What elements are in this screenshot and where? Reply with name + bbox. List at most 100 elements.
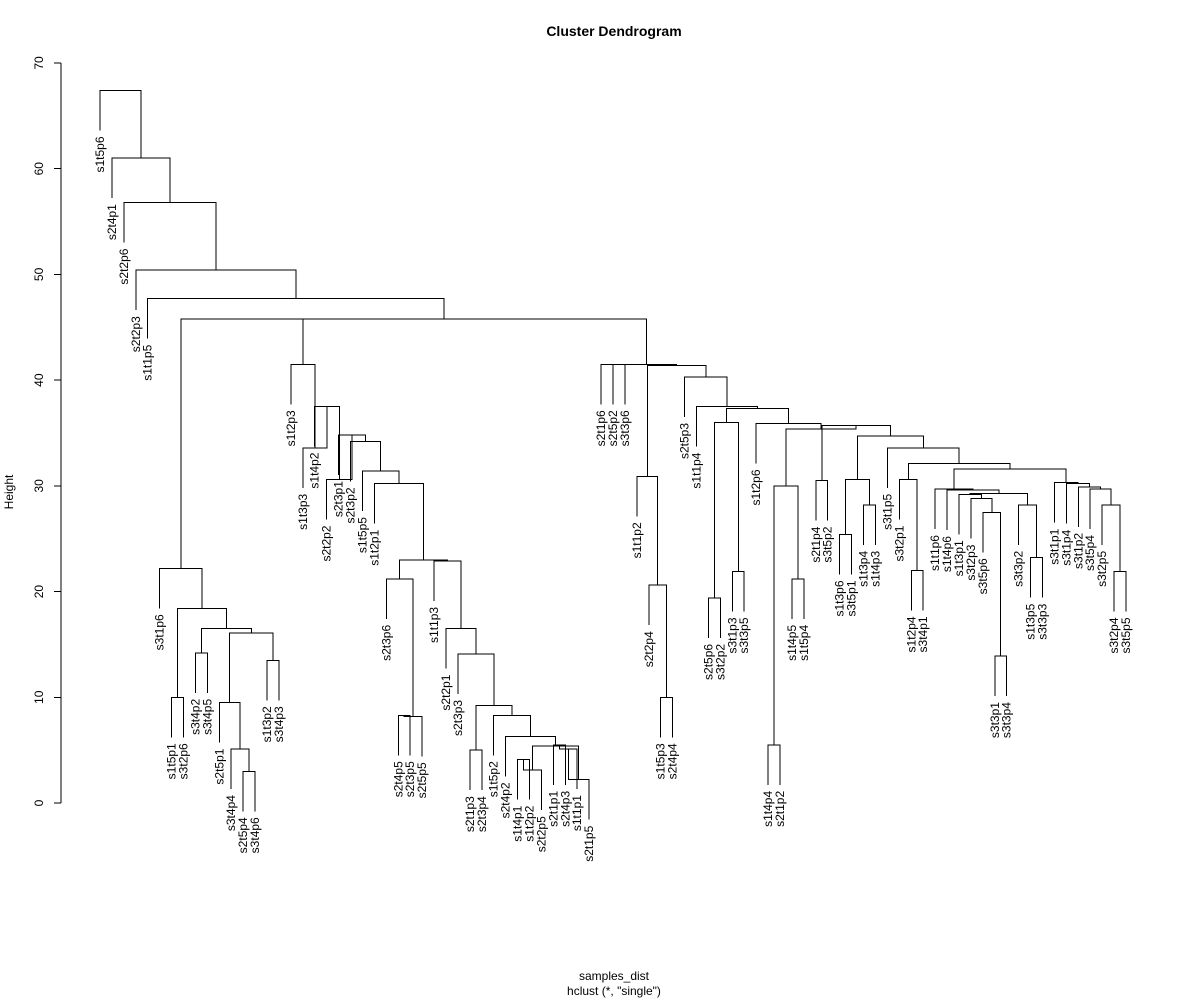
dendrogram-link <box>99 89 142 159</box>
dendrogram-link <box>821 425 891 481</box>
leaf-label: s1t1p1 <box>570 795 584 831</box>
leaf-label: s3t2p4 <box>1107 617 1121 653</box>
leaf-label: s3t1p2 <box>1071 533 1085 569</box>
leaf-label: s1t3p3 <box>296 493 310 529</box>
y-axis: 0 10 20 30 40 50 60 70 <box>32 56 62 806</box>
dendrogram-link <box>646 364 707 477</box>
leaf-label: s2t2p4 <box>642 631 656 667</box>
leaf-label: s3t5p1 <box>845 580 859 616</box>
dendrogram-link <box>785 425 857 486</box>
dendrogram-link <box>731 570 745 612</box>
leaf-label: s1t2p3 <box>284 410 298 446</box>
dendrogram-link <box>958 493 982 535</box>
leaf-label: s1t3p4 <box>857 551 871 587</box>
y-tick-label: 20 <box>32 585 46 599</box>
dendrogram-link <box>815 480 829 521</box>
leaf-label: s3t4p1 <box>916 616 930 652</box>
dendrogram-link <box>159 567 203 609</box>
leaf-label: s2t2p2 <box>320 525 334 561</box>
leaf-label: s2t4p1 <box>105 204 119 240</box>
leaf-label: s2t3p4 <box>475 796 489 832</box>
leaf-label: s2t1p5 <box>582 825 596 861</box>
leaf-label: s1t2p4 <box>904 616 918 652</box>
dendrogram-link <box>338 434 367 476</box>
leaf-label: s1t4p2 <box>308 452 322 488</box>
leaf-label: s3t1p1 <box>1047 528 1061 564</box>
dendrogram-link <box>946 489 1000 531</box>
dendrogram-link <box>684 376 728 417</box>
dendrogram-link <box>696 406 758 447</box>
dendrogram-link <box>886 447 960 488</box>
leaf-label: s3t3p3 <box>1035 603 1049 639</box>
leaf-label: s1t3p1 <box>952 540 966 576</box>
leaf-label: s3t1p5 <box>880 493 894 529</box>
leaf-label: s1t5p2 <box>487 761 501 797</box>
leaf-label: s3t3p1 <box>988 702 1002 738</box>
dendrogram-link <box>713 421 739 598</box>
y-tick-label: 0 <box>32 799 46 806</box>
y-tick-label: 70 <box>32 56 46 70</box>
leaf-label: s2t5p3 <box>678 423 692 459</box>
leaf-label: s3t4p2 <box>188 699 202 735</box>
dendrogram-link <box>242 770 256 812</box>
leaf-label: s1t4p5 <box>785 625 799 661</box>
leaf-label: s2t3p3 <box>451 700 465 736</box>
dendrogram-link <box>600 363 614 405</box>
leaf-label: s1t2p6 <box>749 469 763 505</box>
leaf-label: s3t2p1 <box>892 525 906 561</box>
dendrogram-link <box>266 659 280 701</box>
dendrogram-link <box>200 628 252 653</box>
leaf-label: s1t5p6 <box>93 136 107 172</box>
leaf-label: s1t5p5 <box>355 517 369 553</box>
dendrogram-link <box>994 655 1008 697</box>
dendrogram-link <box>857 435 924 480</box>
dendrogram-link <box>970 498 993 539</box>
dendrogram-link <box>403 715 423 757</box>
leaf-label: s1t2p2 <box>522 805 536 841</box>
leaf-label: s3t3p5 <box>737 617 751 653</box>
dendrogram-link <box>1065 483 1090 524</box>
dendrogram-link <box>218 702 241 750</box>
chart-title: Cluster Dendrogram <box>546 23 681 39</box>
dendrogram-link <box>607 363 626 405</box>
leaf-label: s3t4p5 <box>200 699 214 735</box>
leaf-label: s2t4p4 <box>666 743 680 779</box>
leaf-label: s1t3p2 <box>260 706 274 742</box>
leaf-label: s2t5p1 <box>212 748 226 784</box>
dendrogram-link <box>845 479 870 535</box>
dendrogram-link <box>934 488 974 530</box>
leaf-label: s2t1p2 <box>773 791 787 827</box>
leaf-label: s2t5p5 <box>415 762 429 798</box>
leaf-label: s3t3p6 <box>618 410 632 446</box>
leaf-label: s2t2p1 <box>439 674 453 710</box>
leaf-label: s1t1p6 <box>928 535 942 571</box>
leaf-label: s1t5p4 <box>797 625 811 661</box>
leaf-label: s2t1p3 <box>463 796 477 832</box>
dendrogram-link <box>361 470 400 512</box>
dendrogram-link <box>767 744 781 785</box>
dendrogram-link <box>493 714 532 756</box>
x-axis-label: samples_dist <box>579 969 650 983</box>
dendrogram-link <box>791 578 805 619</box>
leaf-label: s2t5p6 <box>701 644 715 680</box>
leaf-label: s1t4p1 <box>511 805 525 841</box>
dendrogram-link <box>194 652 208 693</box>
dendrogram-link <box>552 744 566 785</box>
dendrogram-tree <box>99 89 1127 820</box>
leaf-label: s3t5p2 <box>821 526 835 562</box>
leaf-label: s3t2p6 <box>177 743 191 779</box>
dendrogram-link <box>660 696 674 738</box>
dendrogram-link <box>241 318 647 365</box>
dendrogram-link <box>397 714 411 756</box>
y-axis-label: Height <box>2 474 16 509</box>
leaf-label: s3t1p4 <box>1059 529 1073 565</box>
dendrogram-link <box>531 745 580 780</box>
dendrogram-link <box>725 408 790 424</box>
dendrogram-link <box>1089 488 1112 530</box>
y-tick-label: 60 <box>32 162 46 176</box>
dendrogram-link <box>111 157 171 203</box>
dendrogram-link <box>350 440 382 482</box>
dendrogram-link <box>177 607 227 698</box>
leaf-label: s3t4p3 <box>272 706 286 742</box>
leaf-label: s2t1p4 <box>809 526 823 562</box>
